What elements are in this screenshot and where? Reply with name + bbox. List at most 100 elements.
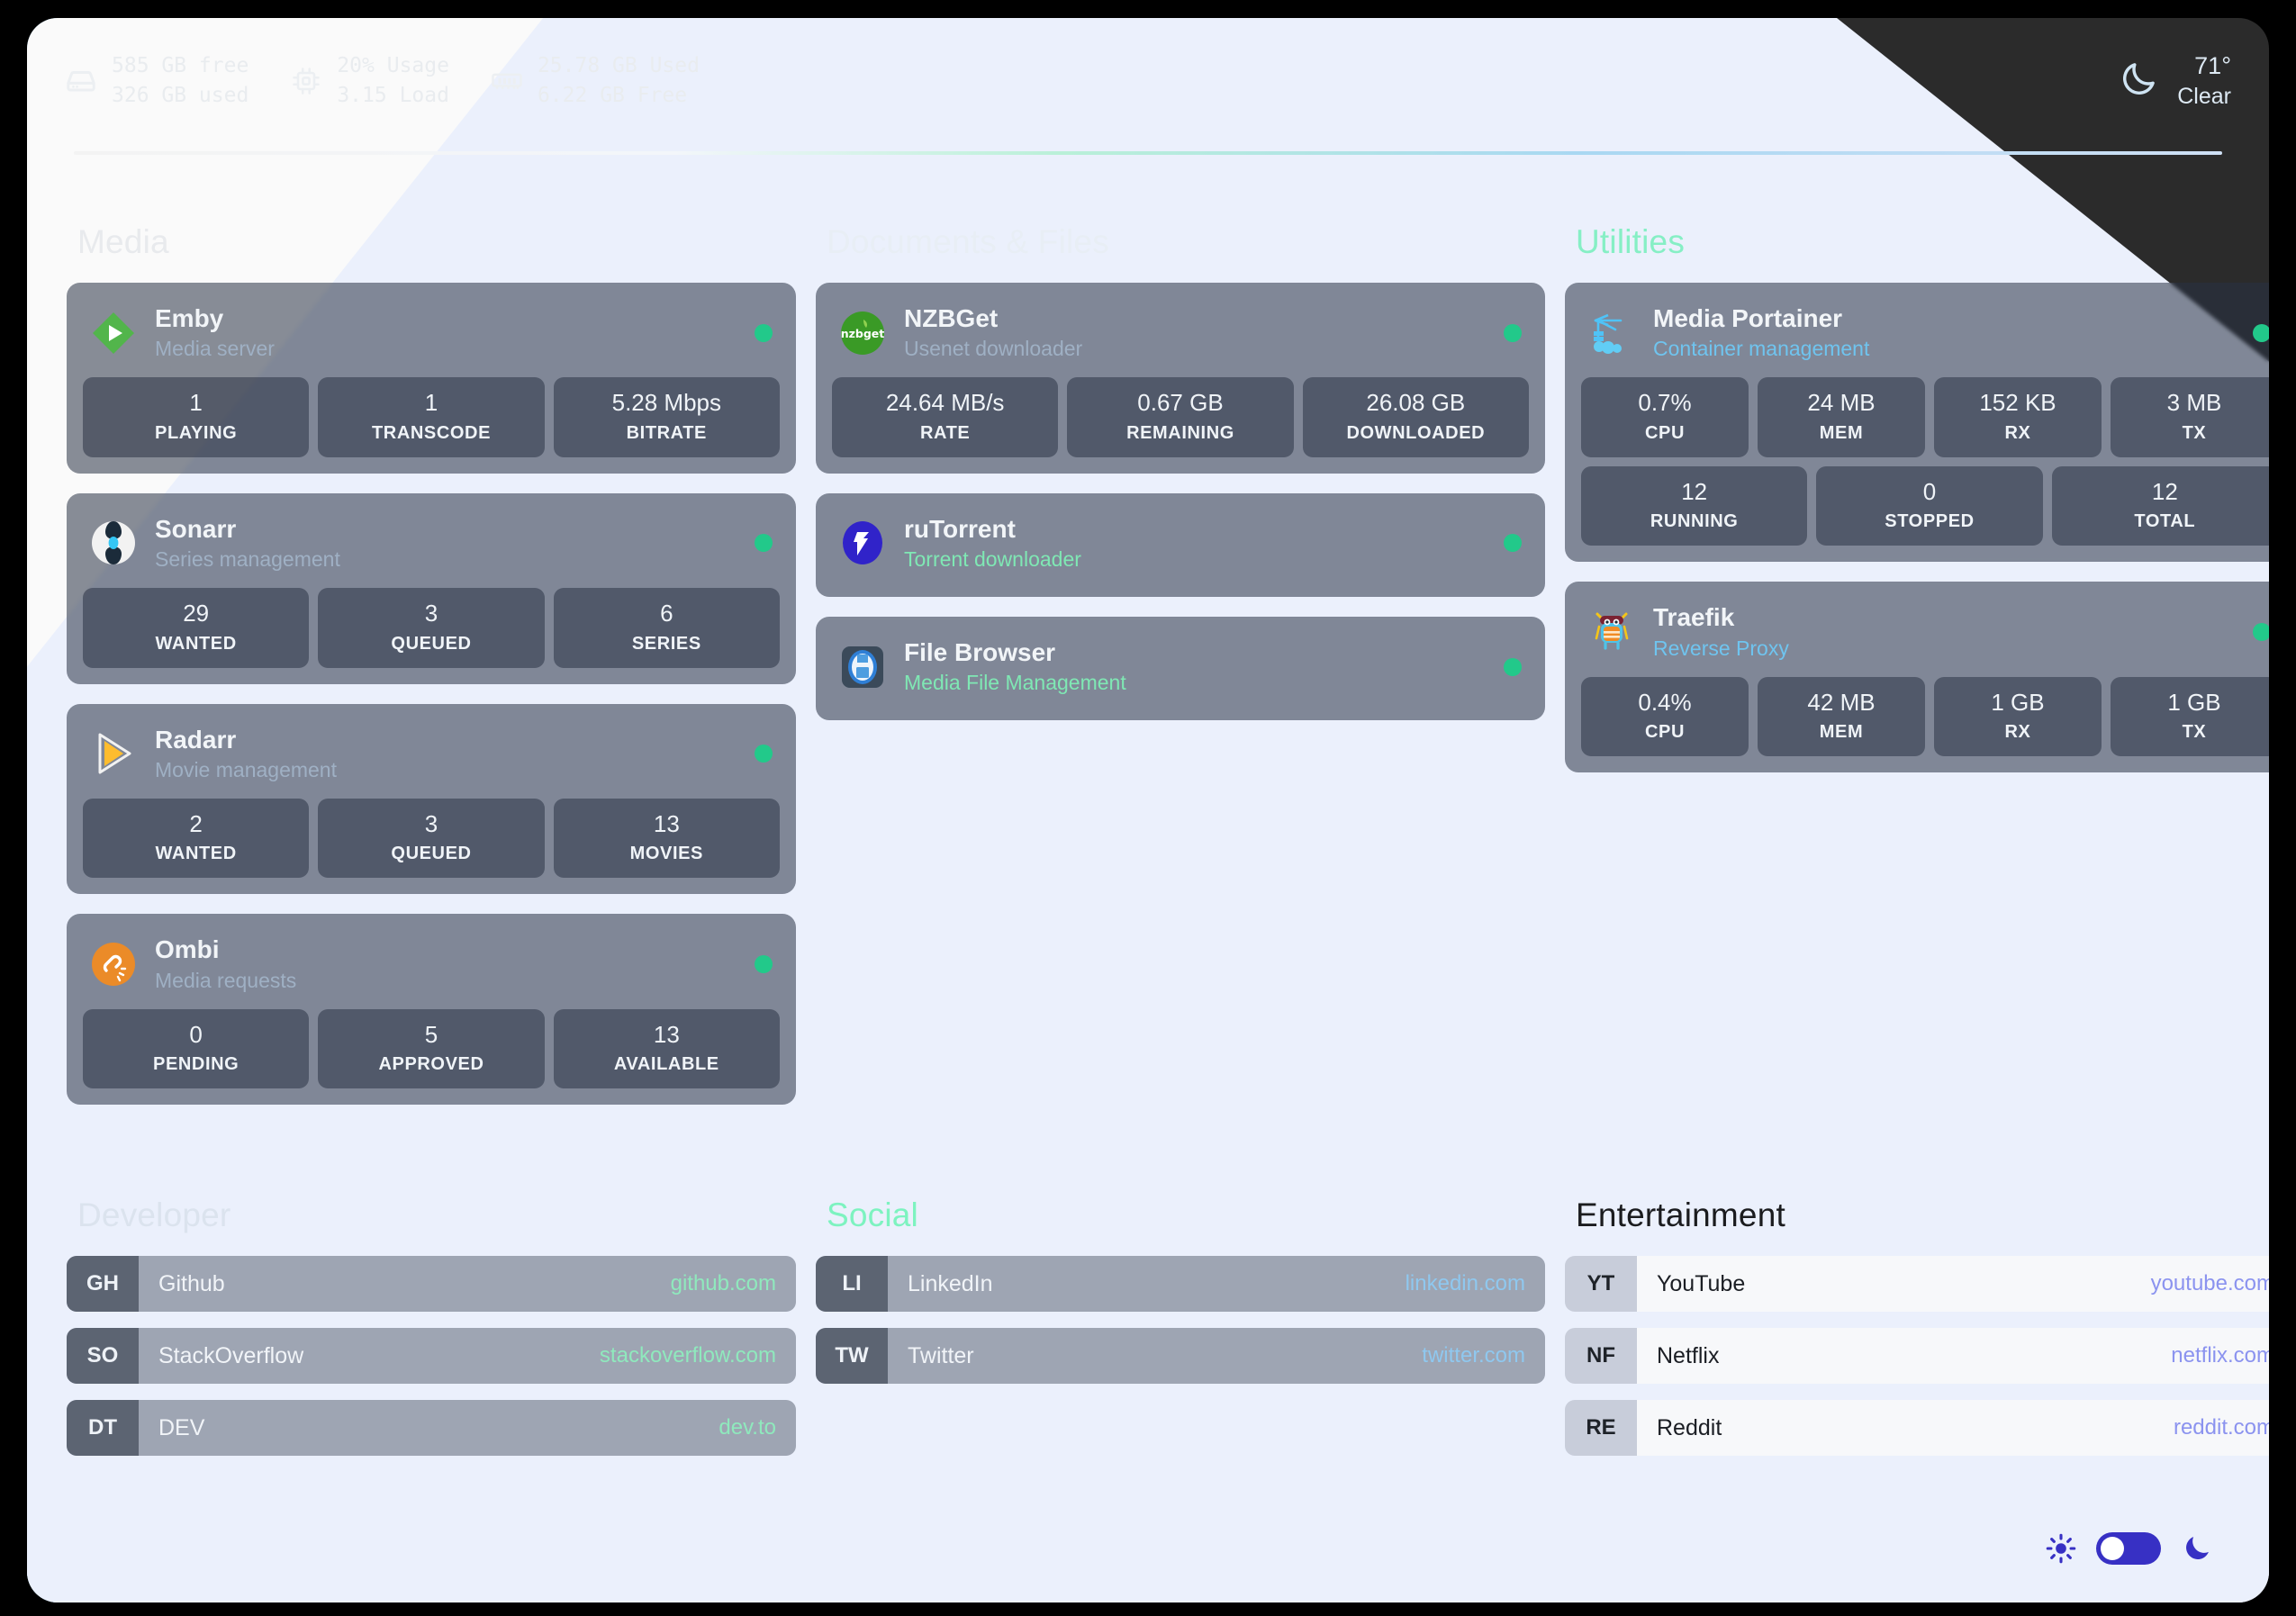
stat-label: DOWNLOADED [1346, 422, 1486, 443]
service-subtitle: Movie management [155, 757, 337, 781]
service-card-filebrowser[interactable]: File Browser Media File Management [816, 616, 1545, 721]
bookmark-tag: YT [1565, 1256, 1637, 1313]
stat-label: STOPPED [1885, 511, 1975, 532]
stat-label: MOVIES [629, 844, 704, 864]
memory-used: 25.78 GB Used [537, 54, 700, 78]
stat-value: 12 [1681, 477, 1708, 505]
bookmark-tag: TW [816, 1328, 888, 1385]
stat-chip: 12 TOTAL [2051, 465, 2269, 546]
stat-value: 152 KB [1979, 389, 2056, 417]
stat-value: 3 MB [2166, 389, 2222, 417]
service-name: File Browser [904, 637, 1056, 666]
service-name: Sonarr [155, 514, 237, 543]
status-indicator-online [755, 745, 773, 763]
moon-icon [2118, 59, 2159, 104]
service-card-nzbget[interactable]: nzbget NZBGet Usenet downloader 24.64 M [816, 283, 1545, 474]
bookmark-tag: RE [1565, 1400, 1637, 1457]
bookmark-dev[interactable]: DT DEV dev.to [67, 1400, 796, 1457]
stat-value: 0 [1922, 477, 1937, 505]
section-utilities: Utilities [1565, 198, 2269, 792]
ombi-logo-icon [90, 941, 137, 988]
bookmark-name: DEV [158, 1414, 205, 1440]
memory-stat-text: 25.78 GB Used 6.22 GB Free [538, 51, 700, 110]
service-stats-secondary: 12 RUNNING 0 STOPPED 12 TOTAL [1581, 465, 2269, 546]
stat-value: 1 [189, 389, 203, 417]
section-media: Media Emby Media server [67, 198, 796, 1124]
service-card-ombi[interactable]: Ombi Media requests 0 PENDING 5 APPROVED [67, 914, 796, 1106]
stat-label: QUEUED [391, 633, 472, 654]
bookmark-body: YouTube youtube.com [1637, 1256, 2269, 1313]
bookmark-netflix[interactable]: NF Netflix netflix.com [1565, 1328, 2269, 1385]
sun-icon[interactable] [2046, 1533, 2076, 1564]
service-name: ruTorrent [904, 514, 1016, 543]
bookmark-twitter[interactable]: TW Twitter twitter.com [816, 1328, 1545, 1385]
stat-chip: 5 APPROVED [318, 1008, 545, 1089]
service-card-radarr[interactable]: Radarr Movie management 2 WANTED 3 QUEUE… [67, 703, 796, 895]
system-status-bar: 585 GB free 326 GB used 20% Usage 3.15 L… [27, 18, 2269, 144]
stat-chip: 1 GB RX [1934, 676, 2102, 757]
bookmark-linkedin[interactable]: LI LinkedIn linkedin.com [816, 1256, 1545, 1313]
stat-chip: 1 PLAYING [83, 377, 310, 457]
service-name: Media Portainer [1653, 304, 1843, 332]
service-card-portainer[interactable]: Media Portainer Container management 0.7… [1565, 283, 2269, 563]
cpu-stat-text: 20% Usage 3.15 Load [337, 51, 449, 110]
bookmark-name: Github [158, 1270, 225, 1296]
service-name: Ombi [155, 935, 220, 964]
stat-value: 1 GB [2167, 688, 2221, 716]
stat-value: 26.08 GB [1366, 389, 1466, 417]
bookmark-name: YouTube [1657, 1270, 1746, 1296]
status-indicator-online [1504, 657, 1522, 676]
section-title-media: Media [77, 223, 169, 260]
stat-value: 5 [424, 1020, 438, 1048]
bookmark-name: LinkedIn [908, 1270, 993, 1296]
stat-value: 29 [183, 599, 210, 627]
stat-chip: 0.4% CPU [1581, 676, 1749, 757]
bookmark-tag: DT [67, 1400, 139, 1457]
cpu-usage: 20% Usage [337, 54, 449, 78]
services-row: Media Emby Media server [67, 198, 2269, 1124]
service-subtitle: Torrent downloader [904, 546, 1081, 571]
service-subtitle: Reverse Proxy [1653, 636, 1789, 660]
theme-switcher[interactable] [2046, 1532, 2213, 1565]
moon-icon[interactable] [2181, 1532, 2213, 1565]
service-card-traefik[interactable]: Traefik Reverse Proxy 0.4% CPU 42 MB MEM [1565, 582, 2269, 773]
stat-value: 24 MB [1807, 389, 1876, 417]
stat-value: 0.67 GB [1137, 389, 1224, 417]
stat-chip: 3 QUEUED [318, 798, 545, 879]
bookmark-stackoverflow[interactable]: SO StackOverflow stackoverflow.com [67, 1328, 796, 1385]
section-title-entertainment: Entertainment [1576, 1196, 1785, 1234]
sonarr-logo-icon [90, 519, 137, 566]
stat-value: 3 [424, 809, 438, 837]
toggle-knob [2101, 1537, 2124, 1560]
stat-chip: 0 PENDING [83, 1008, 310, 1089]
bookmark-github[interactable]: GH Github github.com [67, 1256, 796, 1313]
service-stats: 0 PENDING 5 APPROVED 13 AVAILABLE [83, 1008, 780, 1089]
service-subtitle: Container management [1653, 337, 1870, 361]
stat-chip: 5.28 Mbps BITRATE [553, 377, 780, 457]
bookmark-url: netflix.com [2171, 1343, 2269, 1368]
service-card-sonarr[interactable]: Sonarr Series management 29 WANTED 3 QUE… [67, 492, 796, 684]
bookmark-youtube[interactable]: YT YouTube youtube.com [1565, 1256, 2269, 1313]
stat-value: 6 [660, 599, 673, 627]
stat-label: WANTED [155, 633, 237, 654]
service-meta: Radarr Movie management [155, 726, 737, 782]
status-indicator-online [2253, 323, 2269, 342]
bookmark-url: dev.to [719, 1415, 776, 1440]
header-divider [74, 151, 2222, 155]
theme-toggle-switch[interactable] [2096, 1532, 2161, 1565]
service-header: Traefik Reverse Proxy [1581, 596, 2269, 669]
weather-widget: 71° Clear [2118, 50, 2244, 112]
bookmark-name: Reddit [1657, 1414, 1722, 1440]
service-card-emby[interactable]: Emby Media server 1 PLAYING 1 TRANSCODE [67, 283, 796, 474]
service-header: Media Portainer Container management [1581, 297, 2269, 370]
service-header: nzbget NZBGet Usenet downloader [832, 297, 1529, 370]
bookmark-body: Twitter twitter.com [888, 1328, 1545, 1385]
dashboard-content: Media Emby Media server [27, 198, 2269, 1472]
weather-condition: Clear [2177, 84, 2231, 110]
bookmark-reddit[interactable]: RE Reddit reddit.com [1565, 1400, 2269, 1457]
service-card-rutorrent[interactable]: ruTorrent Torrent downloader [816, 492, 1545, 597]
service-stats: 2 WANTED 3 QUEUED 13 MOVIES [83, 798, 780, 879]
stat-chip: 0.7% CPU [1581, 377, 1749, 457]
disk-used: 326 GB used [112, 84, 249, 107]
stat-value: 5.28 Mbps [611, 389, 722, 417]
